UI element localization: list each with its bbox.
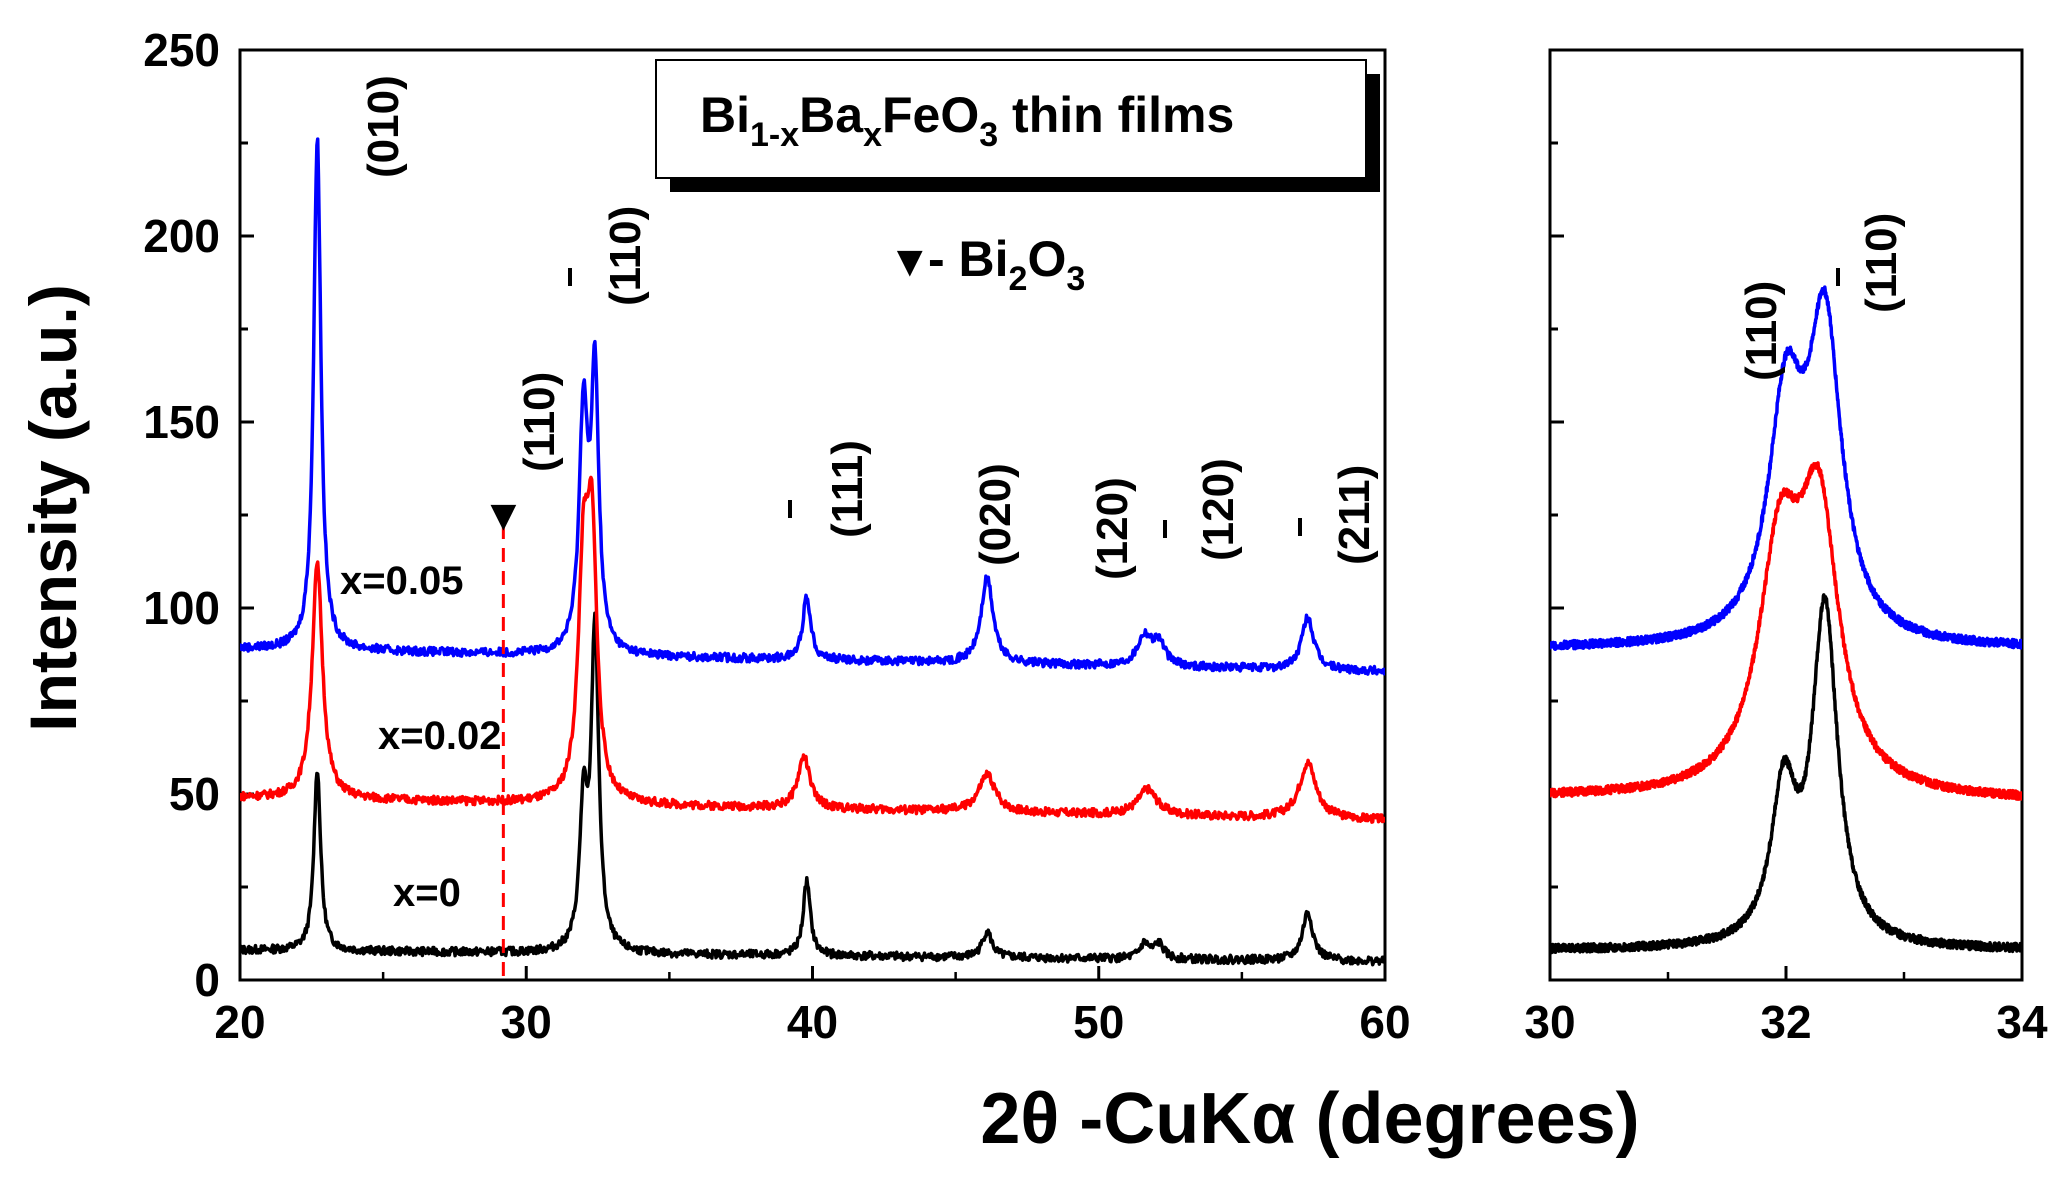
inset-peak-label-110-a: (110) — [1737, 281, 1786, 381]
inset-axis-ticks: 30 32 34 — [1524, 48, 2048, 1048]
series-line-x0 — [1550, 593, 2022, 955]
peak-label-120-b: (120) — [1194, 458, 1243, 561]
series-line-x002 — [240, 475, 1385, 824]
chart-title: Bi1-xBaxFeO3 thin films — [700, 87, 1234, 154]
main-series-group — [240, 137, 1385, 967]
legend-marker-icon: ▼ — [888, 237, 932, 286]
x-axis-label: 2θ -CuKα (degrees) — [980, 1079, 1639, 1159]
y-tick-label: 100 — [143, 582, 220, 634]
series-line-x005 — [240, 137, 1385, 676]
x-tick-label: 30 — [501, 996, 552, 1048]
inset-plot-frame — [1548, 48, 2024, 982]
y-tick-label: 0 — [194, 954, 220, 1006]
main-plot: 20 30 40 50 60 0 50 100 150 200 250 ▼ x=0.05 x=0.0… — [143, 24, 1410, 1048]
x-tick-label: 20 — [214, 996, 265, 1048]
peak-label-111: (111) — [823, 440, 872, 538]
x-tick-label: 30 — [1524, 996, 1575, 1048]
series-label-x002: x=0.02 — [378, 714, 501, 758]
x-tick-label: 60 — [1359, 996, 1410, 1048]
x-tick-label: 34 — [1996, 996, 2048, 1048]
series-line-x0 — [240, 611, 1385, 967]
peak-label-020: (020) — [971, 463, 1020, 566]
inset-plot: 30 32 34 (110) (110) — [1524, 48, 2048, 1048]
peak-label-110-a: (110) — [515, 372, 564, 472]
main-axis-ticks: 20 30 40 50 60 0 50 100 150 200 250 — [143, 24, 1410, 1048]
y-tick-label: 150 — [143, 396, 220, 448]
title-box: Bi1-xBaxFeO3 thin films — [655, 59, 1380, 192]
x-tick-label: 40 — [787, 996, 838, 1048]
bi2o3-legend: ▼ - Bi2O3 — [888, 231, 1085, 298]
x-tick-label: 32 — [1760, 996, 1811, 1048]
series-line-x002 — [1550, 461, 2022, 801]
inset-peak-label-110-b: (110) — [1857, 213, 1906, 313]
x-tick-label: 50 — [1073, 996, 1124, 1048]
series-line-x005 — [1550, 285, 2022, 652]
inset-series-group — [1550, 285, 2022, 955]
y-tick-label: 50 — [169, 768, 220, 820]
y-axis-label: Intensity (a.u.) — [16, 284, 90, 731]
peak-label-110-b: (110) — [601, 206, 650, 306]
legend-text: - Bi2O3 — [928, 231, 1085, 298]
peak-label-120-a: (120) — [1088, 477, 1137, 580]
series-label-x0: x=0 — [393, 871, 461, 915]
y-tick-label: 200 — [143, 210, 220, 262]
peak-label-010: (010) — [359, 75, 408, 178]
y-tick-label: 250 — [143, 24, 220, 76]
bi2o3-marker-icon: ▼ — [482, 491, 526, 540]
peak-label-211: (211) — [1330, 465, 1379, 565]
series-label-x005: x=0.05 — [340, 559, 463, 603]
